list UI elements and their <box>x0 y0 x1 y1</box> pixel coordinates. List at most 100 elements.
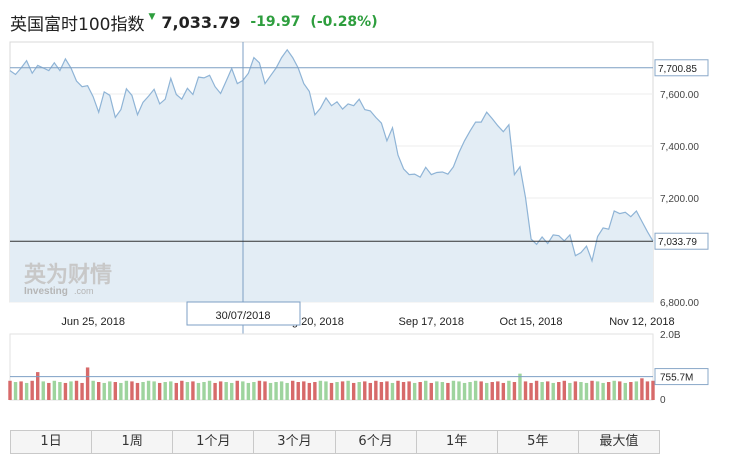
index-title: 英国富时100指数 <box>10 14 145 35</box>
volume-bar <box>340 381 345 400</box>
volume-bar <box>8 380 12 400</box>
volume-bar <box>124 380 129 400</box>
price-area <box>10 49 653 302</box>
range-tabs: 1日 1周 1个月 3个月 6个月 1年 5年 最大值 <box>10 430 660 454</box>
volume-bar <box>401 382 406 400</box>
x-tick-label: Jun 25, 2018 <box>61 316 125 328</box>
volume-bar <box>163 382 167 400</box>
volume-bar <box>473 380 478 400</box>
volume-bar <box>418 382 422 400</box>
volume-bar <box>52 380 57 400</box>
volume-bar <box>457 381 461 400</box>
volume-bar <box>584 382 589 400</box>
volume-current-box <box>654 368 709 386</box>
volume-bar <box>429 382 433 400</box>
tab-1-week[interactable]: 1周 <box>92 431 174 453</box>
volume-bar <box>263 381 267 400</box>
volume-bar <box>540 382 544 400</box>
price-chart[interactable]: 英为财情 Investing .com 7,600.00 7,400.00 7,20… <box>0 38 735 413</box>
volume-bar <box>462 382 467 400</box>
volume-bar <box>274 382 278 400</box>
volume-bar <box>135 382 140 400</box>
tab-1-month[interactable]: 1个月 <box>173 431 255 453</box>
price-change-percent: (-0.28%) <box>310 14 378 30</box>
volume-bar <box>485 382 489 400</box>
volume-bar <box>24 382 29 400</box>
volume-bar <box>534 380 539 400</box>
volume-bar <box>551 382 555 400</box>
volume-bar <box>407 381 411 400</box>
tab-6-month[interactable]: 6个月 <box>335 431 417 453</box>
volume-bar <box>640 378 644 400</box>
volume-bar <box>390 382 395 400</box>
tab-3-month[interactable]: 3个月 <box>254 431 336 453</box>
crosshair-price-label: 7,700.85 <box>658 64 697 75</box>
volume-bar <box>363 381 367 400</box>
volume-bar <box>174 382 178 400</box>
tab-5-year[interactable]: 5年 <box>497 431 579 453</box>
tab-max[interactable]: 最大值 <box>578 431 659 453</box>
volume-bar <box>385 381 389 400</box>
volume-bar <box>496 381 500 400</box>
volume-bar <box>590 380 594 400</box>
volume-current-label: 755.7M <box>660 373 693 384</box>
tab-1-day[interactable]: 1日 <box>11 431 93 453</box>
volume-bar <box>69 381 73 400</box>
volume-bar <box>279 381 284 400</box>
volume-bar <box>601 382 605 400</box>
volume-bar <box>490 382 494 400</box>
volume-bar <box>191 381 195 400</box>
volume-zero-label: 0 <box>660 395 666 406</box>
volume-bar <box>185 382 190 400</box>
volume-bar <box>218 381 223 400</box>
volume-bar <box>623 382 627 400</box>
brand-cn: 英为财情 <box>24 262 112 287</box>
tooltip-date: 30/07/2018 <box>215 310 270 322</box>
current-price-label: 7,033.79 <box>658 237 697 248</box>
volume-bar <box>196 382 201 400</box>
volume-bar <box>651 380 655 400</box>
volume-bar <box>130 381 134 400</box>
volume-bar <box>424 380 428 400</box>
volume-bar <box>285 382 289 400</box>
volume-bar <box>606 382 611 400</box>
volume-bar <box>351 382 356 400</box>
volume-max-label: 2.0B <box>660 330 681 341</box>
volume-bar <box>180 380 184 400</box>
volume-bar <box>612 380 616 400</box>
volume-bar <box>80 382 84 400</box>
volume-bar <box>19 381 23 400</box>
volume-bar <box>235 380 239 400</box>
volume-bar <box>507 380 511 400</box>
volume-bar <box>13 382 18 400</box>
volume-bar <box>634 381 639 400</box>
volume-bar <box>440 382 445 400</box>
volume-bar <box>518 373 522 400</box>
crosshair-price-label-box <box>654 59 709 77</box>
volume-bar <box>512 382 517 400</box>
volume-bar <box>562 380 567 400</box>
volume-bar <box>152 381 156 400</box>
brand-suffix: .com <box>74 286 94 296</box>
volume-bar <box>557 382 561 400</box>
volume-bar <box>241 381 245 400</box>
volume-bar <box>335 382 339 400</box>
quote-header: 英国富时100指数 ▼ 7,033.79 -19.97 (-0.28%) <box>10 8 378 36</box>
volume-bar <box>96 382 101 400</box>
volume-bar <box>58 382 62 400</box>
volume-bar <box>91 380 95 400</box>
y-tick-label: 7,400.00 <box>660 142 699 153</box>
volume-bar <box>74 380 79 400</box>
volume-bar <box>230 382 234 400</box>
volume-bar <box>412 382 417 400</box>
y-tick-label: 6,800.00 <box>660 298 699 309</box>
tab-1-year[interactable]: 1年 <box>416 431 498 453</box>
volume-bar <box>324 381 328 400</box>
volume-bar <box>113 382 118 400</box>
volume-bar <box>435 381 439 400</box>
volume-bar <box>119 382 123 400</box>
investing-logo: 英为财情 Investing .com <box>24 262 112 297</box>
volume-bar <box>30 380 34 400</box>
volume-bar <box>202 382 206 400</box>
brand-en: Investing <box>24 286 68 297</box>
